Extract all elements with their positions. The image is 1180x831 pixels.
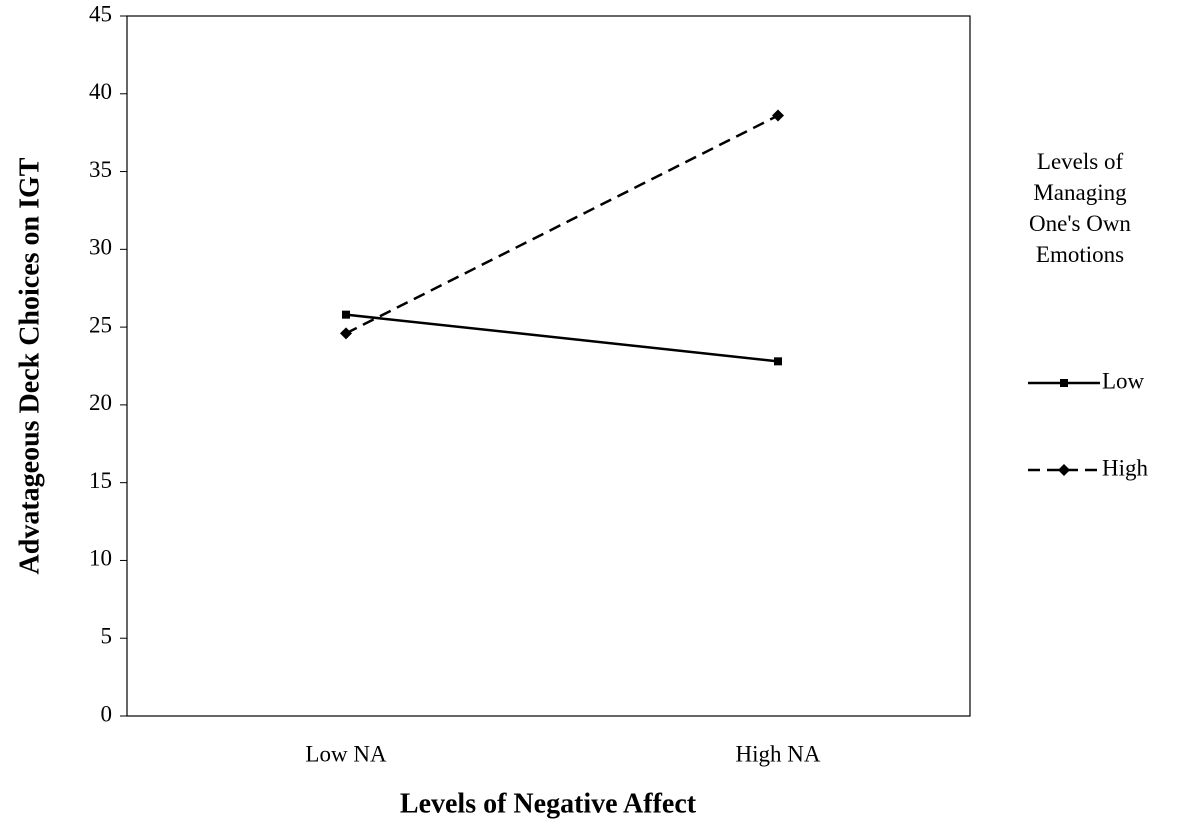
marker (774, 357, 782, 366)
marker (342, 310, 350, 319)
legend-title: Levels of Managing One's Own Emotions (1029, 149, 1131, 267)
marker (1058, 464, 1070, 476)
y-axis-label: Advatageous Deck Choices on IGT (14, 157, 45, 574)
marker (1060, 379, 1068, 387)
marker (340, 327, 352, 340)
y-tick-label: 40 (89, 79, 112, 104)
y-tick-label: 25 (89, 312, 112, 337)
y-tick-label: 30 (89, 235, 112, 260)
y-tick-label: 45 (89, 1, 112, 26)
x-axis-label: Levels of Negative Affect (400, 788, 697, 819)
x-tick-label: High NA (736, 741, 821, 766)
legend-label: Low (1102, 368, 1145, 393)
y-tick-label: 15 (89, 468, 112, 493)
y-tick-label: 0 (101, 701, 113, 726)
y-tick-label: 35 (89, 157, 112, 182)
y-tick-label: 5 (101, 624, 113, 649)
legend-label: High (1102, 455, 1149, 480)
series-line (345, 313, 779, 363)
plot-area (126, 15, 971, 717)
marker (772, 109, 784, 122)
y-tick-label: 20 (89, 390, 112, 415)
series-line (345, 114, 779, 335)
x-tick-label: Low NA (305, 741, 387, 766)
y-tick-label: 10 (89, 546, 112, 571)
